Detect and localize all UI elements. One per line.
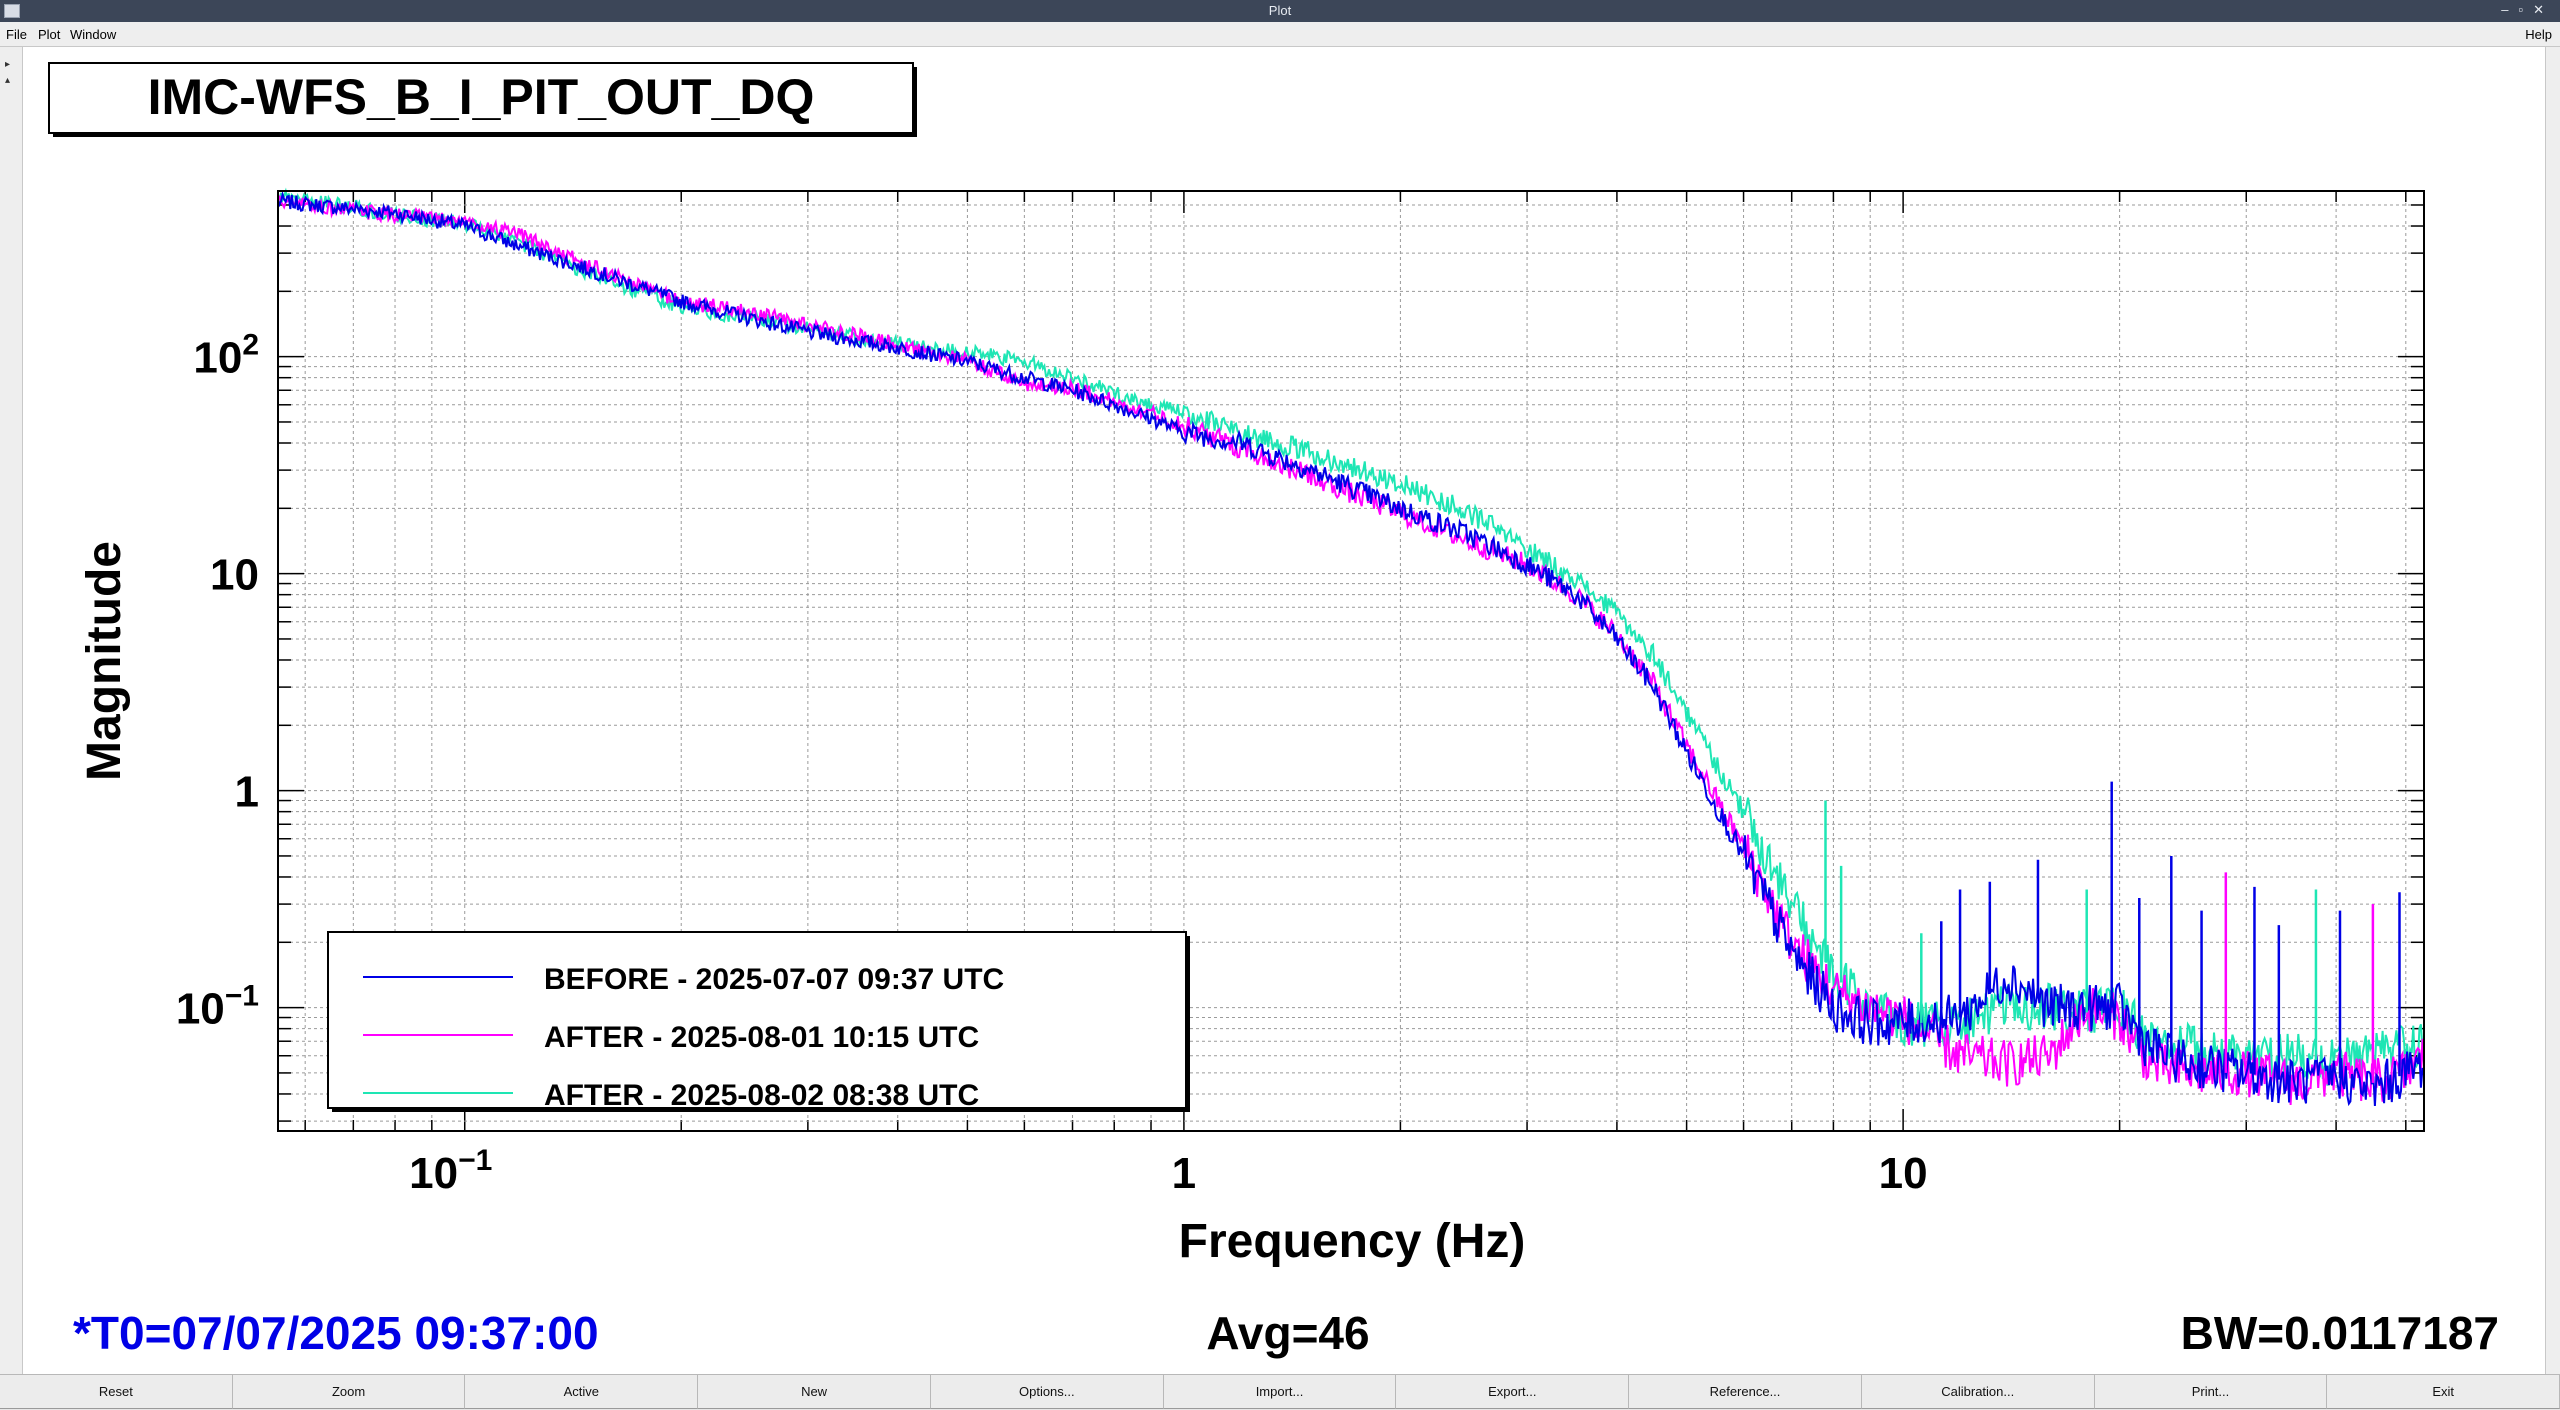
x-axis-label: Frequency (Hz) [1179, 1215, 1526, 1268]
options-button[interactable]: Options... [930, 1375, 1164, 1409]
expand-right-icon[interactable]: ▸ [5, 59, 11, 70]
y-tick-label: 1 [235, 768, 259, 817]
plot-series [277, 187, 2425, 1107]
menu-plot[interactable]: Plot [38, 27, 61, 42]
y-tick-label: 102 [193, 329, 259, 383]
print-button[interactable]: Print... [2094, 1375, 2328, 1409]
reset-button[interactable]: Reset [0, 1375, 233, 1409]
series-line [277, 190, 2425, 1107]
legend-box [327, 931, 1187, 1109]
series-line [277, 187, 2425, 1086]
calibration-button[interactable]: Calibration... [1861, 1375, 2095, 1409]
legend-label: BEFORE - 2025-07-07 09:37 UTC [544, 963, 1004, 996]
window-controls: –▫✕ [2501, 2, 2554, 18]
right-panel-strip [2545, 47, 2560, 1374]
bw-annotation: BW=0.0117187 [2181, 1307, 2499, 1359]
app-icon [4, 4, 20, 18]
legend-label: AFTER - 2025-08-01 10:15 UTC [544, 1021, 979, 1054]
x-tick-label: 1 [1172, 1149, 1196, 1198]
legend-label: AFTER - 2025-08-02 08:38 UTC [544, 1079, 979, 1112]
plot-frame [277, 190, 2425, 1132]
window-titlebar[interactable]: Plot –▫✕ [0, 0, 2560, 22]
legend: BEFORE - 2025-07-07 09:37 UTC AFTER - 202… [327, 931, 1190, 1112]
x-tick-label: 10−1 [409, 1144, 492, 1198]
exit-button[interactable]: Exit [2327, 1375, 2560, 1409]
window-title: Plot [1268, 3, 1292, 18]
t0-annotation: *T0=07/07/2025 09:37:00 [73, 1307, 599, 1359]
y-tick-label: 10−1 [176, 980, 259, 1034]
plot-canvas[interactable]: IMC-WFS_B_I_PIT_OUT_DQ 10−1 1 10 10−111010… [23, 47, 2545, 1374]
y-axis-label: Magnitude [78, 541, 131, 781]
menu-bar: File Plot Window Help [0, 22, 2560, 47]
y-tick-labels: 10−1 1 10 102 [176, 329, 259, 1034]
minimize-icon[interactable]: – [2501, 2, 2519, 17]
menu-file[interactable]: File [6, 27, 27, 42]
menu-window[interactable]: Window [70, 27, 117, 42]
avg-annotation: Avg=46 [1206, 1307, 1369, 1359]
plot-grid [278, 191, 2424, 1131]
collapse-up-icon[interactable]: ▴ [5, 75, 11, 86]
close-icon[interactable]: ✕ [2533, 2, 2554, 17]
x-tick-labels: 10−1 1 10 [409, 1144, 1927, 1198]
new-button[interactable]: New [698, 1375, 931, 1409]
menu-help[interactable]: Help [2525, 27, 2552, 42]
reference-button[interactable]: Reference... [1629, 1375, 1862, 1409]
export-button[interactable]: Export... [1396, 1375, 1630, 1409]
left-panel-strip: ▸ ▴ [0, 47, 23, 1374]
zoom-button[interactable]: Zoom [232, 1375, 466, 1409]
button-bar: Reset Zoom Active New Options... Import... Exp… [0, 1374, 2560, 1410]
restore-icon[interactable]: ▫ [2518, 2, 2534, 17]
active-button[interactable]: Active [465, 1375, 699, 1409]
y-tick-label: 10 [210, 551, 259, 600]
chart-title: IMC-WFS_B_I_PIT_OUT_DQ [148, 69, 815, 125]
title-box [48, 62, 914, 134]
x-tick-label: 10 [1879, 1149, 1928, 1198]
import-button[interactable]: Import... [1163, 1375, 1397, 1409]
